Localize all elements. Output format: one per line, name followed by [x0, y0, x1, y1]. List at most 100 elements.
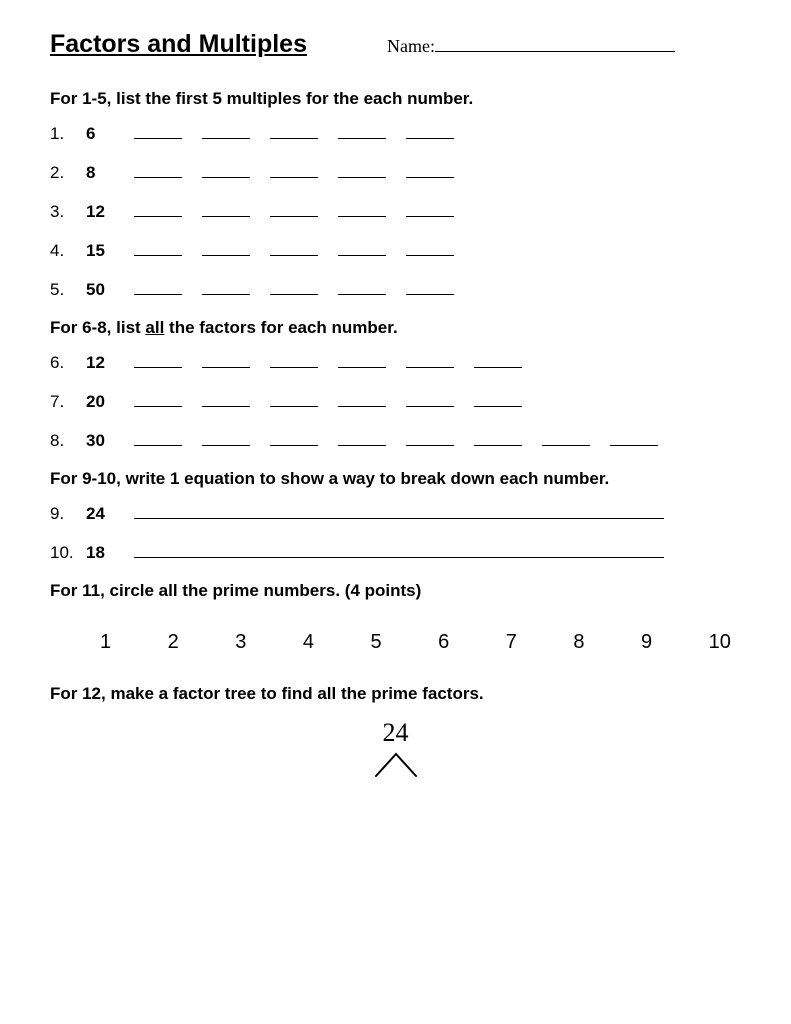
- factor-tree: 24: [50, 718, 741, 778]
- prime-number-row: 1 2 3 4 5 6 7 8 9 10: [50, 621, 741, 664]
- prime-candidate[interactable]: 10: [709, 631, 731, 654]
- answer-blank[interactable]: [338, 391, 386, 407]
- name-field-wrap: Name:: [387, 34, 675, 57]
- answer-blank[interactable]: [338, 279, 386, 295]
- answer-blank[interactable]: [474, 430, 522, 446]
- prime-candidate[interactable]: 1: [100, 631, 111, 654]
- answer-blank[interactable]: [406, 123, 454, 139]
- answer-blank[interactable]: [406, 240, 454, 256]
- answer-blank[interactable]: [338, 240, 386, 256]
- answer-blank[interactable]: [338, 123, 386, 139]
- question-number: 10.: [50, 543, 86, 563]
- answer-blank[interactable]: [338, 201, 386, 217]
- blanks-group: [134, 352, 522, 368]
- answer-blank[interactable]: [202, 240, 250, 256]
- blanks-group: [134, 279, 454, 295]
- question-value: 6: [86, 124, 134, 144]
- prime-candidate[interactable]: 5: [371, 631, 382, 654]
- instruction-2: For 6-8, list all the factors for each n…: [50, 318, 741, 338]
- answer-blank[interactable]: [610, 430, 658, 446]
- answer-line[interactable]: [134, 542, 664, 558]
- answer-blank[interactable]: [202, 279, 250, 295]
- answer-blank[interactable]: [474, 352, 522, 368]
- question-value: 15: [86, 241, 134, 261]
- question-row: 7.20: [50, 391, 741, 412]
- answer-blank[interactable]: [270, 201, 318, 217]
- answer-blank[interactable]: [202, 162, 250, 178]
- question-row: 4.15: [50, 240, 741, 261]
- prime-candidate[interactable]: 3: [235, 631, 246, 654]
- question-number: 1.: [50, 124, 86, 144]
- answer-blank[interactable]: [134, 391, 182, 407]
- answer-blank[interactable]: [270, 430, 318, 446]
- instruction-2-underline: all: [145, 318, 164, 337]
- question-number: 7.: [50, 392, 86, 412]
- answer-blank[interactable]: [134, 240, 182, 256]
- answer-blank[interactable]: [202, 123, 250, 139]
- question-number: 2.: [50, 163, 86, 183]
- question-value: 18: [86, 543, 134, 563]
- answer-line[interactable]: [134, 503, 664, 519]
- blanks-group: [134, 430, 658, 446]
- question-row: 8.30: [50, 430, 741, 451]
- prime-candidate[interactable]: 8: [573, 631, 584, 654]
- blanks-group: [134, 201, 454, 217]
- prime-candidate[interactable]: 6: [438, 631, 449, 654]
- answer-blank[interactable]: [406, 352, 454, 368]
- question-value: 30: [86, 431, 134, 451]
- answer-blank[interactable]: [406, 430, 454, 446]
- question-number: 5.: [50, 280, 86, 300]
- question-number: 9.: [50, 504, 86, 524]
- answer-blank[interactable]: [338, 352, 386, 368]
- answer-blank[interactable]: [270, 123, 318, 139]
- caret-down-icon: [371, 750, 421, 778]
- blanks-group: [134, 123, 454, 139]
- question-value: 12: [86, 202, 134, 222]
- instruction-1: For 1-5, list the first 5 multiples for …: [50, 89, 741, 109]
- answer-blank[interactable]: [338, 162, 386, 178]
- answer-blank[interactable]: [134, 430, 182, 446]
- answer-blank[interactable]: [542, 430, 590, 446]
- question-value: 8: [86, 163, 134, 183]
- question-row: 10.18: [50, 542, 741, 563]
- question-value: 50: [86, 280, 134, 300]
- header: Factors and Multiples Name:: [50, 30, 741, 59]
- section-2: 6.12 7.20 8.30: [50, 352, 741, 451]
- question-row: 3.12: [50, 201, 741, 222]
- section-3: 9.2410.18: [50, 503, 741, 563]
- instruction-3: For 9-10, write 1 equation to show a way…: [50, 469, 741, 489]
- answer-blank[interactable]: [202, 430, 250, 446]
- question-row: 1.6: [50, 123, 741, 144]
- answer-blank[interactable]: [134, 162, 182, 178]
- instruction-4: For 11, circle all the prime numbers. (4…: [50, 581, 741, 601]
- answer-blank[interactable]: [134, 279, 182, 295]
- question-row: 2.8: [50, 162, 741, 183]
- answer-blank[interactable]: [406, 279, 454, 295]
- answer-blank[interactable]: [474, 391, 522, 407]
- prime-candidate[interactable]: 9: [641, 631, 652, 654]
- name-input-line[interactable]: [435, 34, 675, 52]
- answer-blank[interactable]: [202, 391, 250, 407]
- answer-blank[interactable]: [270, 391, 318, 407]
- answer-blank[interactable]: [270, 352, 318, 368]
- answer-blank[interactable]: [134, 123, 182, 139]
- prime-candidate[interactable]: 7: [506, 631, 517, 654]
- answer-blank[interactable]: [134, 201, 182, 217]
- question-value: 12: [86, 353, 134, 373]
- answer-blank[interactable]: [270, 162, 318, 178]
- instruction-2-pre: For 6-8, list: [50, 318, 145, 337]
- answer-blank[interactable]: [202, 352, 250, 368]
- answer-blank[interactable]: [406, 162, 454, 178]
- answer-blank[interactable]: [406, 201, 454, 217]
- answer-blank[interactable]: [134, 352, 182, 368]
- question-number: 3.: [50, 202, 86, 222]
- prime-candidate[interactable]: 4: [303, 631, 314, 654]
- blanks-group: [134, 162, 454, 178]
- answer-blank[interactable]: [270, 279, 318, 295]
- answer-blank[interactable]: [202, 201, 250, 217]
- prime-candidate[interactable]: 2: [168, 631, 179, 654]
- answer-blank[interactable]: [270, 240, 318, 256]
- answer-blank[interactable]: [338, 430, 386, 446]
- question-row: 6.12: [50, 352, 741, 373]
- answer-blank[interactable]: [406, 391, 454, 407]
